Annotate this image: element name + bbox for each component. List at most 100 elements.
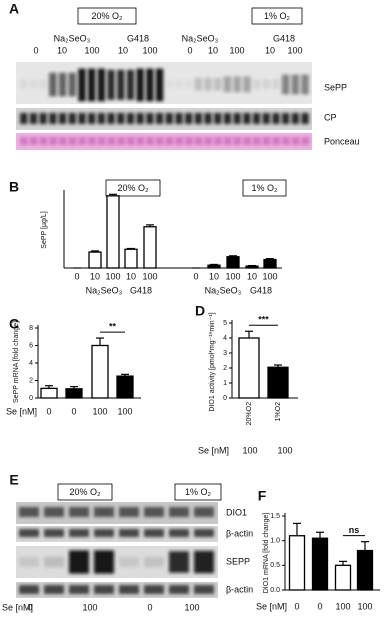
bar [91, 344, 109, 399]
band [252, 137, 261, 145]
band [29, 79, 38, 89]
band [117, 137, 125, 145]
dose-label: 10 [265, 45, 275, 55]
x-tick-label: 0 [74, 271, 79, 281]
panel-letter: C [9, 316, 19, 332]
band [204, 77, 212, 91]
band [155, 137, 164, 145]
band [146, 137, 155, 145]
panel-letter: D [195, 303, 205, 319]
band [214, 137, 222, 145]
band [194, 113, 203, 124]
bar [116, 375, 134, 399]
band-label: β-actin [226, 584, 253, 594]
group-label: G418 [250, 285, 272, 295]
y-tick-label: 0.5 [270, 562, 280, 569]
x-tick-label: 10 [126, 271, 136, 281]
y-tick-label: 2 [29, 377, 33, 384]
band [97, 137, 106, 145]
band [107, 137, 116, 145]
band [166, 80, 174, 89]
x-tick-label: 10 [209, 271, 219, 281]
band [49, 137, 58, 145]
bar [124, 248, 138, 269]
band [169, 529, 189, 537]
y-tick-label: 6 [29, 342, 33, 349]
band [169, 507, 189, 517]
band [165, 113, 173, 124]
band [94, 550, 114, 574]
band [243, 137, 252, 145]
band [19, 507, 39, 517]
band [97, 113, 106, 124]
band [204, 113, 212, 124]
blot-strip [16, 526, 218, 542]
band [243, 113, 251, 124]
y-axis-label: SePP mRNA [fold change] [13, 321, 20, 403]
band [58, 72, 67, 97]
band [184, 137, 193, 145]
band [262, 137, 271, 145]
dose-label: 100 [84, 45, 99, 55]
band [223, 76, 232, 93]
band [44, 556, 64, 568]
band [185, 80, 193, 89]
x-tick-label: 20%O2 [246, 402, 253, 425]
dose-label: 0 [187, 45, 192, 55]
band [117, 113, 125, 124]
bar [245, 265, 259, 269]
band [49, 72, 57, 97]
x-tick-label: 0 [71, 406, 76, 416]
x-tick-label: 100 [357, 601, 372, 611]
condition-box [251, 7, 303, 25]
y-tick-label: 4 [223, 335, 227, 342]
band [69, 529, 89, 537]
blot-strip [16, 582, 218, 598]
band [144, 557, 164, 567]
band [233, 76, 241, 93]
bar [267, 366, 289, 399]
band [223, 137, 232, 145]
band [119, 557, 139, 567]
significance-label: *** [258, 315, 269, 325]
bar [238, 337, 260, 399]
band [68, 137, 77, 145]
x-tick-label: 100 [262, 271, 277, 281]
band [126, 113, 135, 124]
band [272, 113, 280, 124]
y-axis-label: DIO1 activity [pmol*mg⁻¹*min⁻¹] [209, 312, 216, 411]
band [39, 137, 48, 145]
dose-label: 10 [118, 45, 128, 55]
bar [263, 258, 277, 269]
condition-label: 1% O₂ [185, 487, 212, 497]
group-label: Na₂SeO₃ [86, 285, 123, 295]
condition-label: 20% O₂ [117, 183, 149, 193]
dose-label: 100 [142, 45, 157, 55]
x-tick-label: 0 [193, 271, 198, 281]
band [281, 113, 290, 124]
panel-letter: E [9, 472, 18, 488]
band [301, 137, 310, 145]
band [126, 69, 135, 100]
dose-label: 0 [33, 45, 38, 55]
y-axis-label: SePP [µg/L] [41, 211, 48, 248]
band [78, 113, 86, 124]
band [194, 550, 214, 574]
dose-label: 10 [57, 45, 67, 55]
dose-label: 100 [242, 445, 257, 455]
band [20, 79, 28, 89]
bar [106, 195, 120, 269]
x-tick-label: 10 [90, 271, 100, 281]
dose-label: 100 [229, 45, 244, 55]
band [146, 68, 154, 102]
x-tick-label: 0 [317, 601, 322, 611]
band [252, 79, 261, 90]
band [136, 68, 144, 102]
band [20, 113, 28, 124]
band [262, 113, 270, 124]
significance-label: ** [109, 321, 117, 331]
band [68, 113, 76, 124]
bar [40, 387, 58, 399]
condition-box [57, 483, 113, 501]
